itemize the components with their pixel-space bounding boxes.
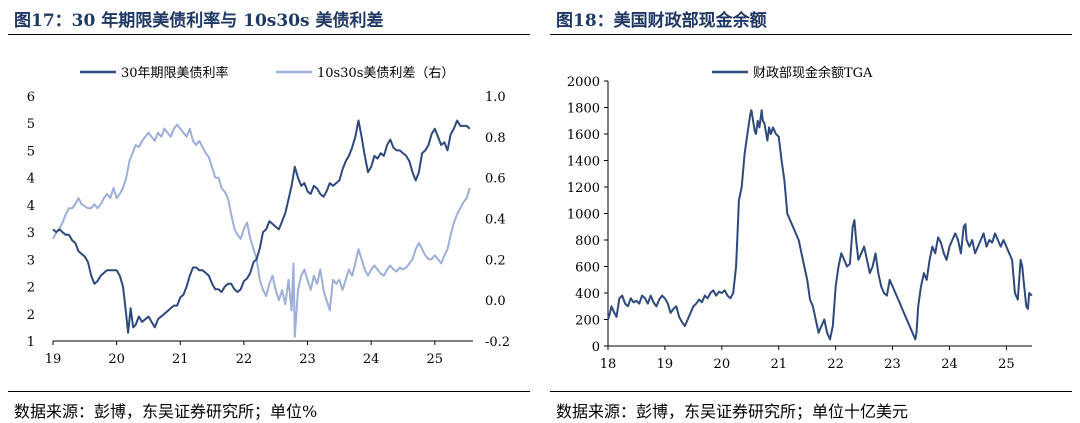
y-left-tick-label: 5 [27, 117, 35, 132]
x-tick-label: 22 [827, 357, 844, 372]
x-tick-label: 23 [884, 357, 901, 372]
y-right-tick-label: 0.2 [485, 253, 506, 268]
x-tick-label: 25 [998, 357, 1015, 372]
y-right-tick-label: -0.2 [485, 335, 510, 350]
y-tick-label: 1400 [567, 155, 600, 170]
series-line-tga [607, 109, 1033, 341]
y-right-tick-label: 0.6 [485, 172, 506, 187]
y-left-tick-label: 1 [27, 335, 35, 350]
y-left-tick-label: 4 [27, 199, 35, 214]
x-tick-label: 20 [108, 352, 125, 367]
chart-panel-tga: 图18：美国财政部现金余额 0 200 400 600 800 1000 1200 1400 1… [550, 0, 1072, 423]
x-tick-label: 18 [600, 357, 617, 372]
chart-title: 图17：30 年期限美债利率与 10s30s 美债利差 [14, 11, 384, 31]
x-tick-label: 22 [236, 352, 253, 367]
chart-panel-treasury-yield: 图17：30 年期限美债利率与 10s30s 美债利差 1 2 2 3 3 4 4 5 5 6 -0… [8, 0, 530, 423]
x-tick-label: 25 [427, 352, 444, 367]
x-tick-label: 20 [714, 357, 731, 372]
source-note: 数据来源：彭博，东吴证券研究所；单位% [14, 402, 318, 421]
y-tick-label: 400 [575, 287, 600, 302]
y-tick-label: 1200 [567, 181, 600, 196]
title-divider [8, 34, 530, 35]
y-tick-label: 600 [575, 261, 600, 276]
y-left-tick-label: 4 [27, 172, 35, 187]
y-left-tick-label: 3 [27, 253, 35, 268]
x-tick-label: 21 [770, 357, 787, 372]
chart-title: 图18：美国财政部现金余额 [556, 11, 767, 31]
tga-chart: 0 200 400 600 800 1000 1200 1400 1600 1800 2000 18 1… [567, 65, 1033, 372]
legend-label-spread: 10s30s美债利差（右） [317, 66, 454, 81]
x-tick-label: 24 [941, 357, 958, 372]
legend-label-tga: 财政部现金余额TGA [753, 65, 873, 81]
source-divider [550, 391, 1072, 392]
y-tick-label: 1600 [567, 128, 600, 143]
y-left-tick-label: 3 [27, 226, 35, 241]
y-tick-label: 200 [575, 314, 600, 329]
x-tick-label: 24 [363, 352, 380, 367]
title-divider [550, 34, 1072, 35]
x-tick-label: 19 [45, 352, 62, 367]
y-right-tick-label: 0.4 [485, 213, 506, 228]
series-line-spread [52, 123, 471, 338]
x-tick-label: 21 [172, 352, 189, 367]
y-left-tick-label: 5 [27, 144, 35, 159]
source-divider [8, 391, 530, 392]
x-tick-label: 19 [657, 357, 674, 372]
y-right-tick-label: 1.0 [485, 90, 506, 105]
y-right-tick-label: 0.0 [485, 294, 506, 309]
legend-label-yield: 30年期限美债利率 [121, 65, 229, 81]
y-tick-label: 1000 [567, 208, 600, 223]
y-tick-label: 0 [592, 340, 600, 355]
series-line-yield [52, 119, 471, 334]
y-left-tick-label: 6 [27, 90, 35, 105]
y-left-tick-label: 2 [27, 308, 35, 323]
y-left-tick-label: 2 [27, 281, 35, 296]
source-note: 数据来源：彭博，东吴证券研究所；单位十亿美元 [556, 402, 909, 421]
y-tick-label: 2000 [567, 75, 600, 90]
y-tick-label: 1800 [567, 102, 600, 117]
x-tick-label: 23 [299, 352, 316, 367]
y-right-tick-label: 0.8 [485, 131, 506, 146]
y-tick-label: 800 [575, 234, 600, 249]
